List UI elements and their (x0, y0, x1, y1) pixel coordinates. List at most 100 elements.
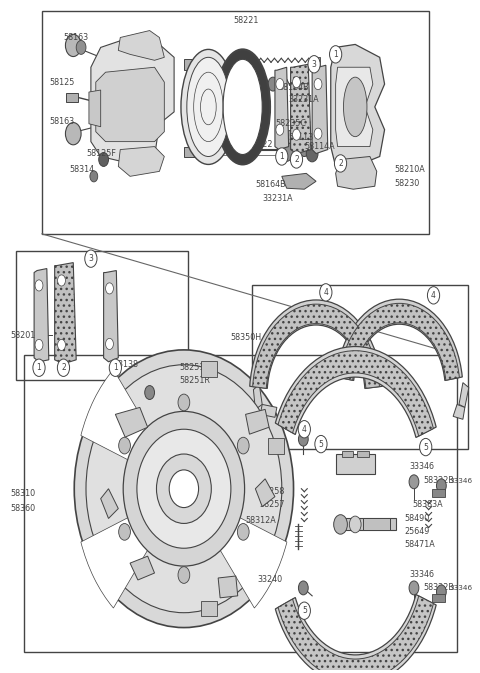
Ellipse shape (137, 429, 231, 548)
Bar (341, 451, 353, 457)
Circle shape (90, 171, 98, 182)
Polygon shape (331, 44, 384, 166)
Text: 33240: 33240 (295, 383, 320, 392)
Ellipse shape (156, 454, 211, 524)
Circle shape (58, 359, 70, 376)
Text: 4: 4 (324, 288, 328, 297)
Circle shape (293, 77, 300, 87)
Circle shape (99, 153, 108, 166)
Polygon shape (34, 269, 49, 362)
Text: 58164B: 58164B (255, 180, 286, 188)
Circle shape (335, 155, 347, 172)
Circle shape (314, 128, 322, 139)
Bar (312, 57, 320, 69)
Circle shape (65, 34, 81, 57)
Text: 58360: 58360 (11, 504, 36, 513)
Ellipse shape (123, 411, 245, 566)
Circle shape (436, 585, 446, 599)
Text: 58125F: 58125F (86, 149, 116, 158)
Circle shape (35, 280, 43, 291)
Polygon shape (130, 556, 155, 580)
Circle shape (334, 515, 348, 534)
Polygon shape (453, 404, 465, 419)
Wedge shape (250, 300, 383, 388)
Circle shape (238, 524, 249, 540)
Text: 58235C: 58235C (275, 119, 306, 129)
Text: 33346: 33346 (449, 585, 472, 591)
Bar (363, 518, 390, 530)
Polygon shape (104, 271, 118, 362)
Text: 33346: 33346 (409, 569, 434, 579)
Text: 2: 2 (61, 363, 66, 372)
Text: 2: 2 (338, 159, 343, 168)
Text: 43138: 43138 (113, 360, 138, 369)
Text: 5: 5 (423, 443, 428, 452)
Text: 58113: 58113 (288, 133, 314, 142)
Circle shape (299, 581, 308, 595)
Ellipse shape (169, 470, 199, 507)
Circle shape (427, 287, 440, 304)
Ellipse shape (181, 49, 236, 164)
Polygon shape (336, 157, 377, 189)
Circle shape (58, 339, 65, 351)
Bar (184, 59, 196, 70)
Circle shape (65, 122, 81, 145)
Circle shape (109, 359, 121, 376)
Bar (184, 147, 196, 157)
Circle shape (299, 432, 308, 446)
Circle shape (308, 56, 320, 73)
Ellipse shape (223, 59, 262, 155)
Circle shape (178, 567, 190, 583)
Text: 58490: 58490 (404, 514, 430, 523)
Text: 58383A: 58383A (412, 500, 443, 509)
Wedge shape (336, 299, 462, 380)
Circle shape (178, 394, 190, 411)
Circle shape (436, 479, 446, 493)
Bar (66, 93, 78, 102)
Polygon shape (290, 64, 311, 153)
Wedge shape (252, 304, 380, 388)
Text: 4: 4 (302, 425, 307, 433)
Text: 58312A: 58312A (246, 516, 276, 525)
Ellipse shape (344, 77, 367, 137)
Bar (432, 594, 445, 602)
Polygon shape (89, 90, 101, 127)
Circle shape (349, 516, 361, 533)
Wedge shape (276, 347, 436, 437)
Text: 3: 3 (88, 254, 93, 263)
Text: 58163: 58163 (50, 117, 75, 127)
Wedge shape (339, 304, 459, 380)
Text: 58258: 58258 (259, 487, 285, 496)
Text: 33231A: 33231A (262, 194, 293, 203)
Text: 58221: 58221 (233, 16, 258, 25)
Circle shape (106, 339, 113, 349)
Circle shape (76, 40, 86, 55)
Wedge shape (184, 489, 287, 608)
Circle shape (119, 437, 131, 454)
Polygon shape (459, 383, 469, 407)
Text: 58201: 58201 (11, 330, 36, 339)
Polygon shape (96, 67, 164, 141)
Text: 3: 3 (312, 60, 316, 69)
Bar (337, 518, 396, 530)
Bar (24, 355, 457, 652)
Text: 1: 1 (113, 363, 118, 372)
Text: 5: 5 (319, 439, 324, 449)
Ellipse shape (74, 350, 294, 628)
Wedge shape (81, 489, 184, 608)
Text: 58322B: 58322B (424, 583, 455, 592)
Text: 33240: 33240 (257, 575, 282, 584)
Text: 58251R: 58251R (179, 376, 210, 385)
Circle shape (106, 283, 113, 294)
Text: 58163: 58163 (63, 33, 89, 42)
Text: 58125: 58125 (50, 77, 75, 87)
Polygon shape (268, 438, 284, 454)
Circle shape (35, 339, 43, 351)
Circle shape (306, 145, 318, 162)
Text: 58210A: 58210A (395, 165, 425, 174)
Circle shape (33, 359, 45, 376)
Text: 1: 1 (36, 363, 41, 372)
Wedge shape (278, 351, 433, 436)
Text: 58164B: 58164B (279, 83, 310, 92)
Polygon shape (202, 361, 217, 377)
